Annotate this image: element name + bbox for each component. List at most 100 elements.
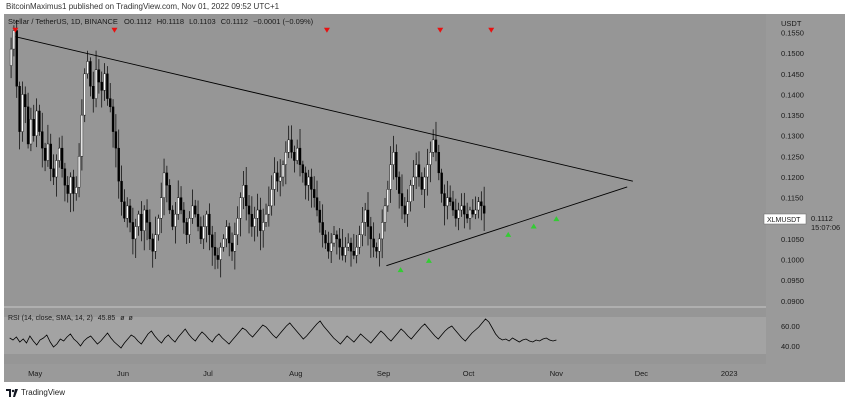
candle-up: [409, 185, 412, 202]
candle-up: [477, 201, 480, 211]
candle-down: [38, 110, 41, 132]
resistance-touch-marker-icon: [12, 27, 19, 33]
candle-up: [383, 205, 387, 223]
candle-down: [420, 176, 424, 190]
candle-up: [242, 185, 245, 198]
chart-area[interactable]: Stellar / TetherUS, 1D, BINANCE O0.1112 …: [4, 14, 845, 382]
support-touch-marker-icon: [505, 231, 512, 237]
candle-up: [143, 209, 146, 231]
candle-down: [182, 209, 186, 223]
candle-up: [307, 176, 310, 186]
candle-down: [196, 213, 200, 227]
candle-down: [63, 168, 67, 186]
publish-line: BitcoinMaximus1 published on TradingView…: [6, 2, 280, 11]
candle-down: [128, 205, 132, 223]
candle-down: [114, 131, 118, 149]
candle-down: [72, 176, 75, 194]
publish-info: BitcoinMaximus1 published on TradingView…: [6, 2, 279, 14]
trendlines: [15, 36, 633, 267]
candle-down: [120, 180, 123, 202]
rsi-label: RSI (14, close, SMA, 14, 2): [8, 315, 93, 322]
candle-up: [225, 226, 228, 240]
candle-down: [293, 152, 296, 161]
rsi-band: [4, 317, 766, 354]
candle-down: [290, 139, 293, 153]
candle-down: [443, 193, 446, 207]
price-tick-label: 0.1500: [781, 49, 804, 58]
candle-up: [429, 152, 432, 165]
rsi-tick-label: 40.00: [781, 342, 800, 351]
candle-up: [29, 119, 33, 145]
candle-up: [386, 189, 390, 207]
tradingview-footer[interactable]: TradingView: [6, 388, 65, 397]
candle-up: [55, 160, 58, 178]
legend-open-label: O: [124, 17, 130, 26]
candle-down: [463, 205, 466, 215]
candle-down: [165, 172, 169, 186]
candle-down: [397, 176, 401, 194]
candle-up: [264, 213, 268, 223]
candle-up: [358, 234, 361, 248]
candle-down: [97, 69, 101, 83]
candle-up: [389, 164, 392, 190]
candle-up: [126, 205, 129, 219]
candle-down: [49, 143, 52, 169]
candle-down: [26, 106, 30, 145]
candle-down: [250, 213, 254, 227]
time-tick-label: Dec: [635, 369, 649, 378]
candle-down: [298, 147, 302, 165]
candle-down: [352, 251, 356, 256]
candle-down: [66, 185, 69, 194]
legend-close: 0.1112: [226, 17, 248, 26]
candle-down: [32, 119, 35, 136]
price-axis-strip[interactable]: [766, 14, 845, 382]
candle-up: [154, 234, 157, 252]
resistance-touch-marker-icon: [437, 27, 444, 33]
price-tick-label: 0.1050: [781, 235, 804, 244]
time-axis-strip[interactable]: [4, 364, 845, 382]
legend-low: 0.1103: [193, 17, 215, 26]
candle-down: [89, 61, 92, 87]
candle-up: [414, 164, 418, 178]
candle-down: [400, 193, 404, 207]
candle-up: [134, 226, 137, 240]
candle-up: [332, 234, 336, 244]
price-tick-label: 0.1200: [781, 173, 804, 182]
markers: [12, 27, 560, 273]
candle-up: [46, 143, 50, 161]
tradingview-logo-icon: [6, 388, 18, 397]
candle-up: [9, 48, 13, 66]
price-tick-label: 0.1450: [781, 70, 804, 79]
candle-up: [174, 213, 177, 227]
time-tick-label: Jul: [203, 369, 213, 378]
chart-svg[interactable]: Stellar / TetherUS, 1D, BINANCE O0.1112 …: [4, 14, 845, 382]
candle-down: [372, 238, 375, 248]
candle-up: [256, 209, 259, 219]
resistance-trendline[interactable]: [15, 36, 633, 182]
resistance-touch-marker-icon: [111, 27, 118, 33]
last-price-countdown: 15:07:06: [811, 223, 840, 232]
candle-up: [363, 209, 367, 223]
rsi-value: 45.85: [98, 315, 116, 322]
candle-down: [403, 205, 407, 215]
candle-up: [457, 209, 460, 219]
candle-up: [236, 218, 239, 235]
candle-down: [213, 246, 217, 256]
price-tick-label: 0.1350: [781, 111, 804, 120]
candle-down: [375, 246, 378, 252]
candle-up: [233, 234, 237, 252]
legend-high: 0.1118: [162, 17, 184, 26]
support-trendline[interactable]: [386, 186, 628, 267]
candle-up: [222, 238, 225, 248]
candle-down: [335, 234, 339, 240]
legend-line: Stellar / TetherUS, 1D, BINANCE O0.1112 …: [8, 17, 314, 26]
candle-down: [179, 197, 183, 211]
candle-down: [312, 189, 316, 198]
candle-up: [75, 187, 78, 194]
candle-up: [69, 176, 72, 194]
candle-up: [329, 242, 333, 252]
candle-up: [412, 176, 415, 186]
candle-down: [259, 209, 262, 231]
candle-down: [434, 139, 438, 153]
candle-down: [52, 168, 55, 178]
